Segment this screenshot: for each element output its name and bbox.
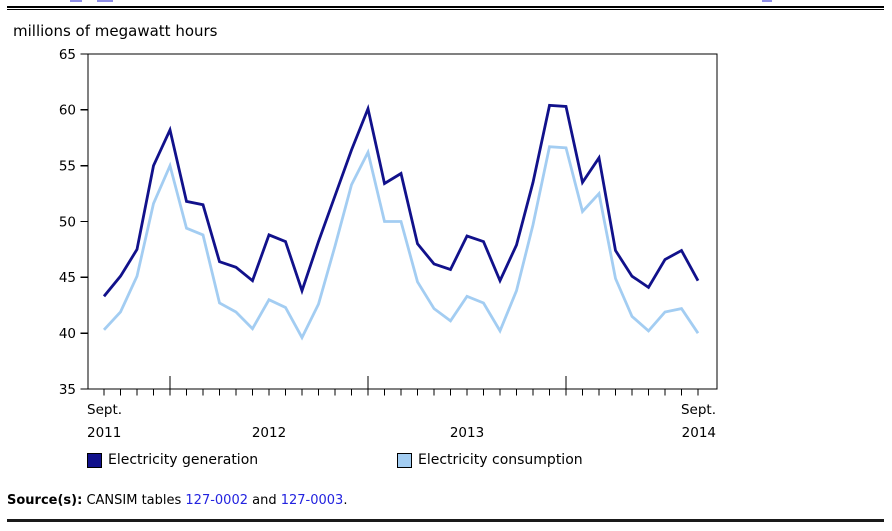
source-link-127-0003[interactable]: 127-0003 bbox=[280, 493, 344, 508]
x-axis-label: 2014 bbox=[682, 425, 716, 441]
x-axis-label: 2011 bbox=[87, 425, 121, 441]
y-tick-label: 60 bbox=[59, 103, 76, 119]
generation-swatch-icon bbox=[87, 452, 102, 468]
y-tick-label: 45 bbox=[59, 270, 76, 286]
source-text-pre: CANSIM tables bbox=[82, 493, 186, 508]
cutoff-link-remnant bbox=[70, 0, 82, 2]
plot-border bbox=[87, 53, 718, 390]
y-tick-label: 35 bbox=[59, 382, 76, 398]
top-divider bbox=[7, 6, 884, 10]
bottom-divider bbox=[7, 519, 884, 522]
x-axis-label: Sept. bbox=[87, 402, 122, 418]
cutoff-link-remnant bbox=[762, 0, 772, 2]
x-axis-label: 2012 bbox=[252, 425, 286, 441]
x-axis-label: 2013 bbox=[450, 425, 484, 441]
y-tick-label: 55 bbox=[59, 158, 76, 174]
electricity-generation-line bbox=[102, 103, 700, 298]
source-text-end: . bbox=[343, 493, 348, 508]
chart-unit-label: millions of megawatt hours bbox=[13, 22, 218, 40]
y-tick-label: 65 bbox=[59, 47, 76, 63]
legend-label-consumption: Electricity consumption bbox=[418, 452, 583, 468]
y-tick-label: 40 bbox=[59, 326, 76, 342]
consumption-swatch-icon bbox=[397, 452, 412, 468]
x-axis-label: Sept. bbox=[681, 402, 716, 418]
y-tick-label: 50 bbox=[59, 214, 76, 230]
legend-label-generation: Electricity generation bbox=[108, 452, 259, 468]
source-line: Source(s): CANSIM tables 127-0002 and 12… bbox=[7, 493, 347, 508]
chart-legend: Electricity generation Electricity consu… bbox=[0, 452, 892, 472]
source-label: Source(s): bbox=[7, 493, 83, 508]
electricity-consumption-line bbox=[102, 145, 700, 341]
source-text-mid: and bbox=[248, 493, 281, 508]
legend-item-consumption: Electricity consumption bbox=[397, 452, 583, 468]
cutoff-link-remnant bbox=[97, 0, 113, 2]
legend-item-generation: Electricity generation bbox=[87, 452, 258, 468]
source-link-127-0002[interactable]: 127-0002 bbox=[185, 493, 248, 508]
